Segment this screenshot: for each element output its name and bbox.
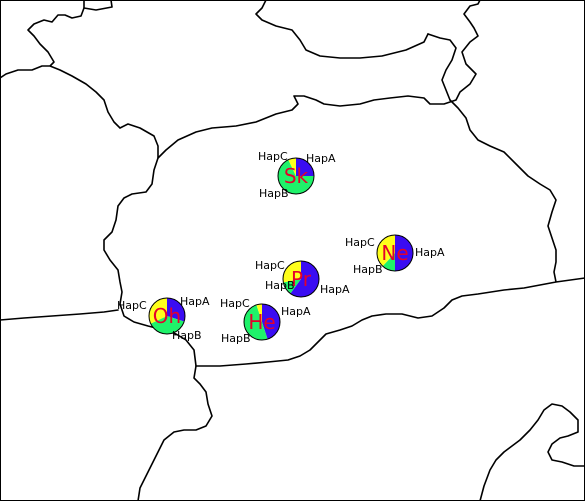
border-top-left [83,0,113,11]
pie-slice-hapa [395,235,413,271]
pie-slice-hapa [296,158,314,176]
haplotype-label-hapc: HapC [255,259,285,272]
pie-outline [376,234,414,272]
pie-slice-hapa [167,298,185,322]
border-east [255,0,429,59]
haplotype-label-hapb: HapB [265,279,295,292]
site-ne: Ne HapA HapB HapC [345,234,445,276]
haplotype-label-hapa: HapA [320,283,350,296]
pie-slice-hapb [278,159,314,195]
haplotype-label-hapb: HapB [353,263,383,276]
border-southeast [479,403,585,501]
pie-slice-hapb [150,316,185,334]
site-code-label: He [248,310,275,334]
pie-slice-hapc [288,158,296,176]
border-east-2 [427,33,457,101]
haplotype-label-hapb: HapB [259,187,289,200]
pie-slice-hapb [382,253,395,271]
haplotype-label-hapa: HapA [180,295,210,308]
haplotype-label-hapc: HapC [345,236,375,249]
pie-slice-hapc [283,261,301,283]
site-code-label: Sk [284,164,309,188]
site-code-label: Pr [291,267,312,291]
pie-slice-hapa [290,261,319,297]
haplotype-label-hapb: HapB [172,329,202,342]
site-he: He HapA HapB HapC [220,297,311,345]
pie-slice-hapc [256,304,262,322]
haplotype-label-hapa: HapA [306,152,336,165]
pie-outline [148,297,186,335]
site-code-label: Ne [381,241,408,265]
pie-outline [277,157,315,195]
haplotype-label-hapb: HapB [221,332,251,345]
haplotype-label-hapa: HapA [415,246,445,259]
pie-slice-hapb [283,279,301,294]
haplotype-label-hapa: HapA [281,305,311,318]
site-code-label: Oh [153,304,181,328]
site-pr: Pr HapA HapB HapC [255,259,350,298]
pie-outline [243,303,281,341]
pie-outline [282,260,320,298]
pie-slice-hapc [376,235,395,267]
haplotype-label-hapc: HapC [117,299,147,312]
haplotype-label-hapc: HapC [220,297,250,310]
border-north [0,0,481,159]
border-south-left [0,309,119,321]
haplotype-label-hapc: HapC [258,150,288,163]
pie-slice-hapa [262,304,280,340]
border-southwest [137,365,213,501]
pie-slice-hapb [244,304,268,340]
